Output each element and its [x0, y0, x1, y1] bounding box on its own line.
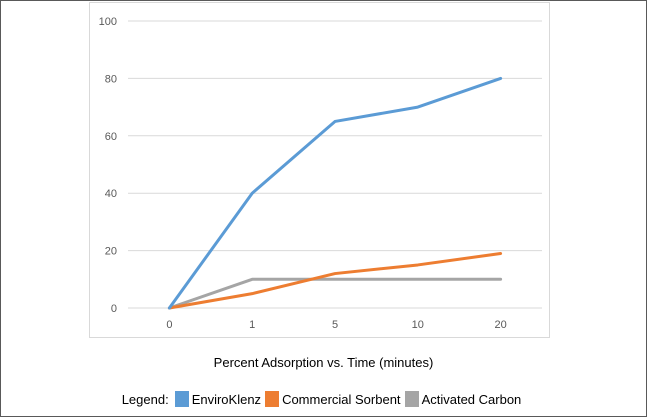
- x-tick-label-1: 1: [249, 319, 255, 331]
- legend-item-activated-carbon: Activated Carbon: [404, 391, 522, 407]
- legend: Legend: EnviroKlenz Commercial Sorbent A…: [0, 391, 647, 407]
- legend-item-enviroklenz: EnviroKlenz: [174, 391, 262, 407]
- legend-title: Legend:: [121, 391, 169, 407]
- legend-label-commercial-sorbent: Commercial Sorbent: [282, 391, 401, 407]
- y-tick-label-80: 80: [105, 73, 117, 85]
- chart-caption: Percent Adsorption vs. Time (minutes): [213, 355, 434, 370]
- legend-swatch-commercial-sorbent: [265, 391, 280, 407]
- legend-swatch-activated-carbon: [404, 391, 419, 407]
- y-axis-ticks: 0 20 40 60 80 100: [99, 16, 117, 315]
- x-tick-label-20: 20: [494, 319, 506, 331]
- y-tick-label-60: 60: [105, 131, 117, 143]
- series-line-enviroklenz: [167, 76, 503, 310]
- plot-area-border: [89, 2, 550, 338]
- gridlines: [128, 20, 542, 309]
- series-lines: [167, 76, 503, 310]
- y-tick-label-0: 0: [111, 303, 117, 315]
- series-line-activated-carbon: [167, 277, 503, 310]
- y-tick-label-20: 20: [105, 246, 117, 258]
- x-axis-ticks: 0 1 5 10 20: [166, 319, 506, 331]
- legend-swatch-enviroklenz: [174, 391, 189, 407]
- legend-label-enviroklenz: EnviroKlenz: [191, 391, 262, 407]
- x-tick-label-5: 5: [332, 319, 338, 331]
- y-tick-label-40: 40: [105, 188, 117, 200]
- legend-label-activated-carbon: Activated Carbon: [421, 391, 522, 407]
- y-tick-label-100: 100: [99, 16, 117, 28]
- legend-item-commercial-sorbent: Commercial Sorbent: [265, 391, 401, 407]
- series-line-commercial-sorbent: [167, 251, 503, 310]
- x-tick-label-0: 0: [166, 319, 172, 331]
- x-tick-label-10: 10: [412, 319, 424, 331]
